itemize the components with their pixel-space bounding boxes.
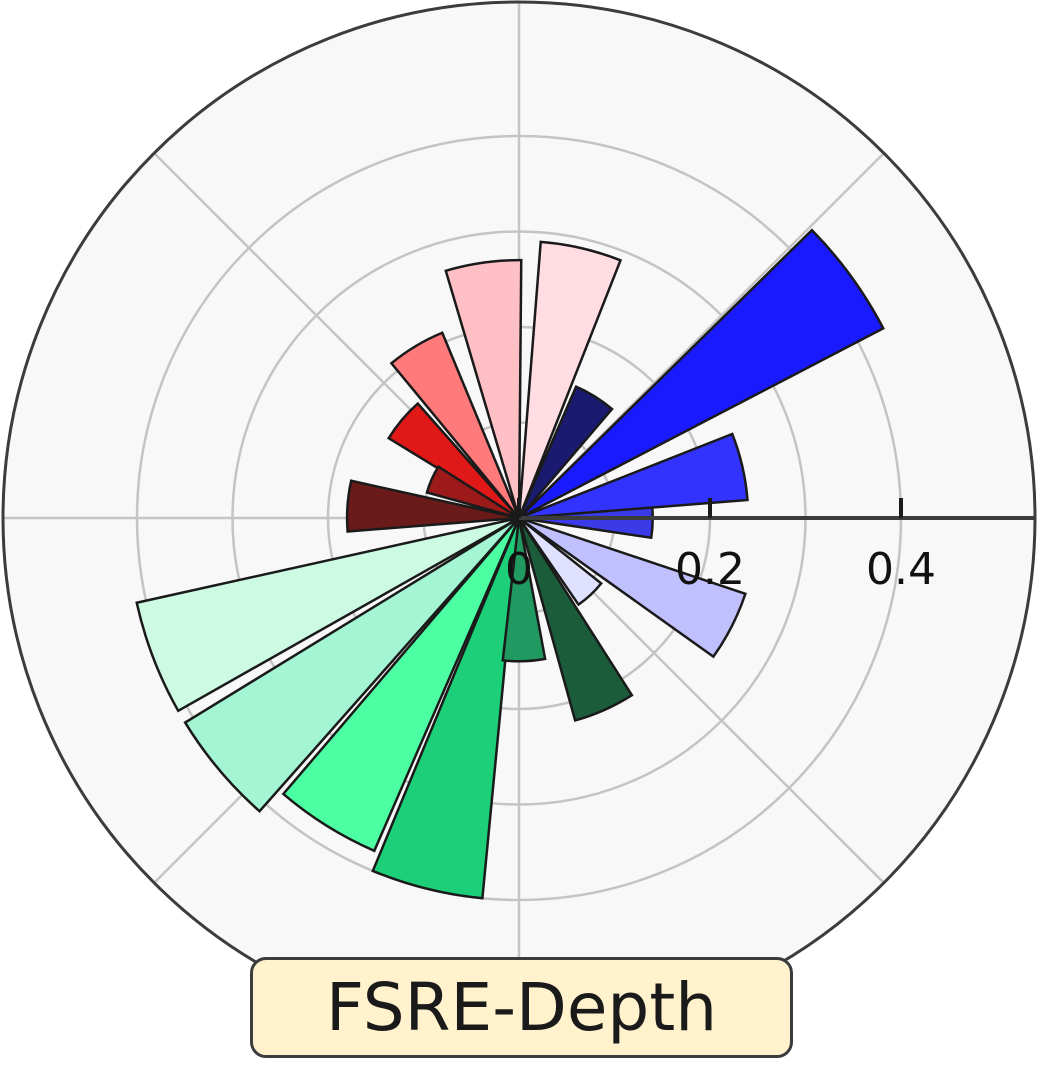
bars-group [135,228,885,900]
bar-13 [281,517,521,853]
bar-10 [345,479,520,533]
bar-8 [387,401,520,520]
bar-17 [517,517,603,607]
bar-5 [517,240,623,519]
radial-tick-label-2: 0.4 [866,544,936,595]
bar-9 [425,464,520,520]
bar-6 [444,258,523,519]
bar-16 [517,517,634,722]
bar-14 [371,517,521,900]
chart-title-box: FSRE-Depth [250,957,793,1058]
bar-3 [518,228,885,520]
bar-11 [135,516,520,713]
radial-tick-label-1: 0.2 [675,544,745,595]
bar-18 [518,516,747,659]
bar-15 [501,517,547,663]
bar-4 [517,384,614,519]
chart-title: FSRE-Depth [325,969,718,1046]
bar-7 [389,331,521,519]
radial-tick-label-0: 0 [505,544,533,595]
bar-12 [183,516,520,814]
radial-axis: 0 0.2 0.4 [505,498,1035,595]
bar-2 [518,432,749,520]
